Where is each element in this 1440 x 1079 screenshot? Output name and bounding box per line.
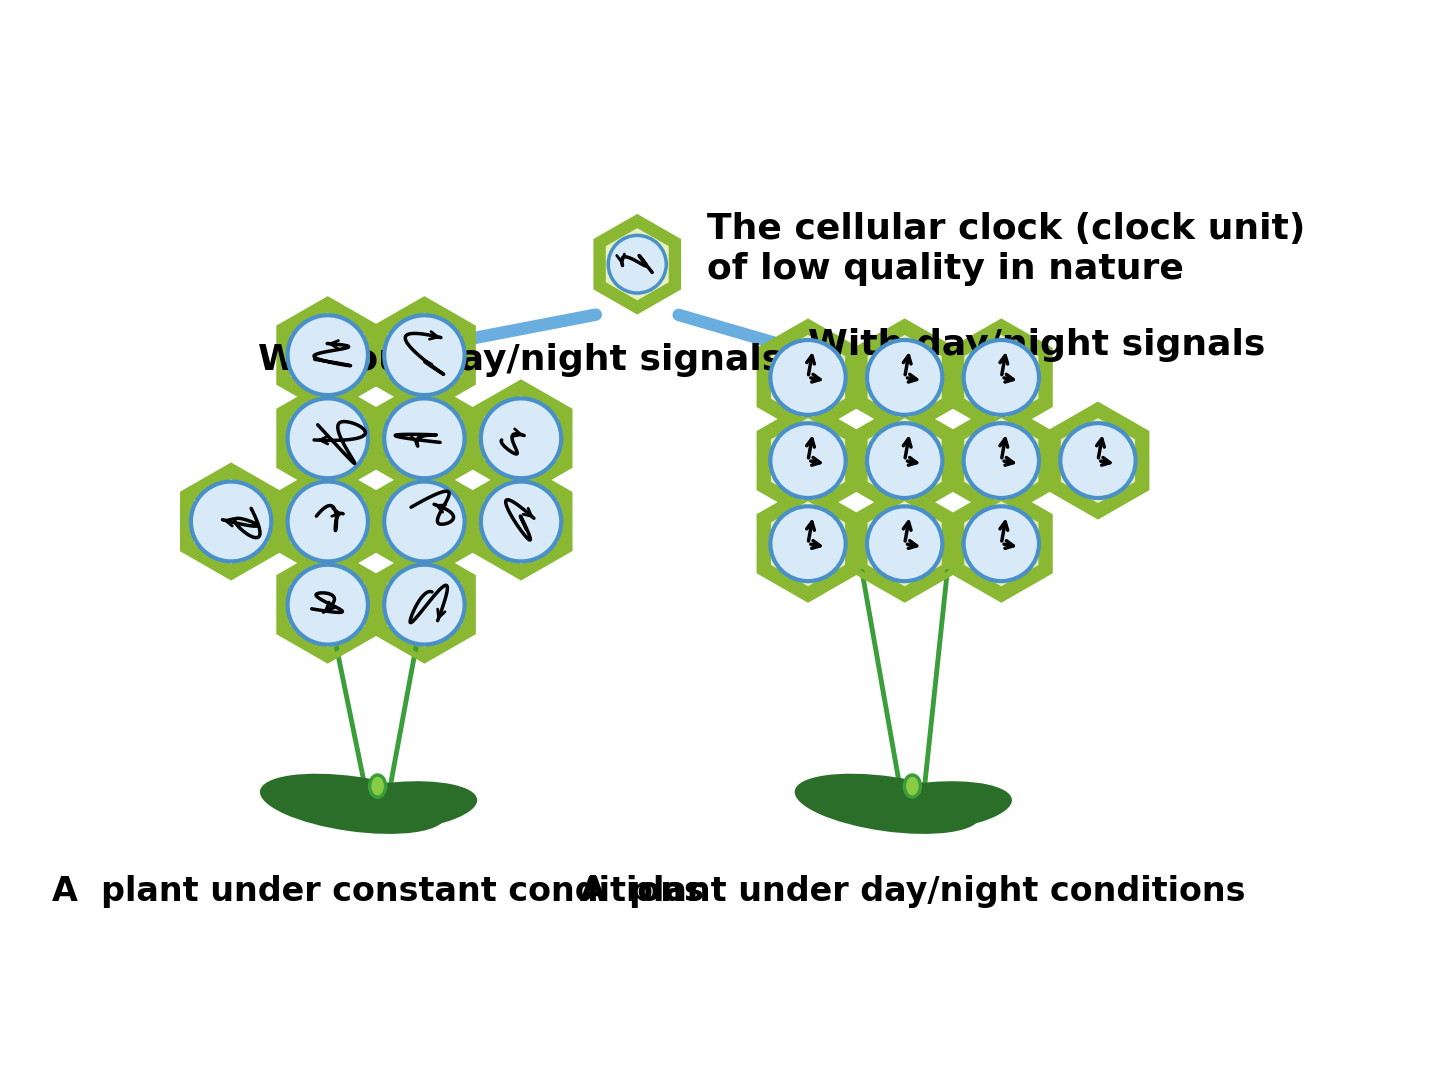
Ellipse shape: [384, 481, 465, 561]
Polygon shape: [376, 549, 472, 660]
Ellipse shape: [481, 398, 562, 478]
Polygon shape: [279, 383, 376, 494]
Polygon shape: [865, 500, 943, 588]
Text: The cellular clock (clock unit)
of low quality in nature: The cellular clock (clock unit) of low q…: [707, 213, 1306, 286]
Polygon shape: [953, 405, 1050, 516]
Polygon shape: [472, 383, 569, 494]
Ellipse shape: [259, 774, 445, 834]
Polygon shape: [279, 549, 376, 660]
Polygon shape: [376, 383, 472, 494]
Ellipse shape: [481, 481, 562, 561]
Polygon shape: [953, 322, 1050, 433]
Polygon shape: [279, 300, 376, 411]
Polygon shape: [760, 322, 857, 433]
Ellipse shape: [963, 506, 1040, 582]
Polygon shape: [769, 333, 847, 422]
Polygon shape: [289, 394, 366, 482]
Polygon shape: [953, 489, 1050, 599]
Polygon shape: [760, 405, 857, 516]
Ellipse shape: [288, 481, 369, 561]
Ellipse shape: [867, 423, 942, 498]
Text: With day/night signals: With day/night signals: [808, 328, 1266, 363]
Polygon shape: [279, 466, 376, 577]
Polygon shape: [386, 394, 464, 482]
Ellipse shape: [288, 315, 369, 395]
Polygon shape: [482, 394, 560, 482]
Ellipse shape: [1060, 423, 1136, 498]
Polygon shape: [769, 500, 847, 588]
Polygon shape: [386, 477, 464, 565]
Polygon shape: [183, 466, 279, 577]
Ellipse shape: [852, 781, 1012, 832]
Polygon shape: [1060, 416, 1136, 505]
Ellipse shape: [192, 481, 271, 561]
Ellipse shape: [963, 423, 1040, 498]
Ellipse shape: [904, 775, 920, 797]
Polygon shape: [596, 217, 678, 312]
Ellipse shape: [867, 506, 942, 582]
Text: A  plant under day/night conditions: A plant under day/night conditions: [580, 875, 1246, 909]
Ellipse shape: [608, 235, 667, 293]
Polygon shape: [386, 560, 464, 648]
Ellipse shape: [384, 398, 465, 478]
Polygon shape: [472, 466, 569, 577]
Polygon shape: [857, 322, 953, 433]
Polygon shape: [865, 416, 943, 505]
Polygon shape: [482, 477, 560, 565]
Polygon shape: [963, 500, 1040, 588]
Polygon shape: [193, 477, 269, 565]
Ellipse shape: [795, 774, 981, 834]
Ellipse shape: [370, 775, 386, 797]
Text: A  plant under constant conditions: A plant under constant conditions: [52, 875, 704, 909]
Ellipse shape: [317, 781, 477, 832]
Polygon shape: [963, 416, 1040, 505]
Polygon shape: [857, 489, 953, 599]
Ellipse shape: [770, 340, 845, 414]
Ellipse shape: [770, 423, 845, 498]
Polygon shape: [963, 333, 1040, 422]
Ellipse shape: [288, 398, 369, 478]
Text: Without day/night signals: Without day/night signals: [258, 343, 783, 378]
Polygon shape: [1050, 405, 1146, 516]
Ellipse shape: [770, 506, 845, 582]
Polygon shape: [865, 333, 943, 422]
Ellipse shape: [288, 564, 369, 644]
Polygon shape: [376, 466, 472, 577]
Ellipse shape: [867, 340, 942, 414]
Polygon shape: [289, 560, 366, 648]
Ellipse shape: [384, 315, 465, 395]
Polygon shape: [605, 227, 670, 302]
Ellipse shape: [963, 340, 1040, 414]
Polygon shape: [376, 300, 472, 411]
Polygon shape: [289, 311, 366, 399]
Polygon shape: [386, 311, 464, 399]
Polygon shape: [857, 405, 953, 516]
Polygon shape: [760, 489, 857, 599]
Ellipse shape: [384, 564, 465, 644]
Polygon shape: [289, 477, 366, 565]
Polygon shape: [769, 416, 847, 505]
